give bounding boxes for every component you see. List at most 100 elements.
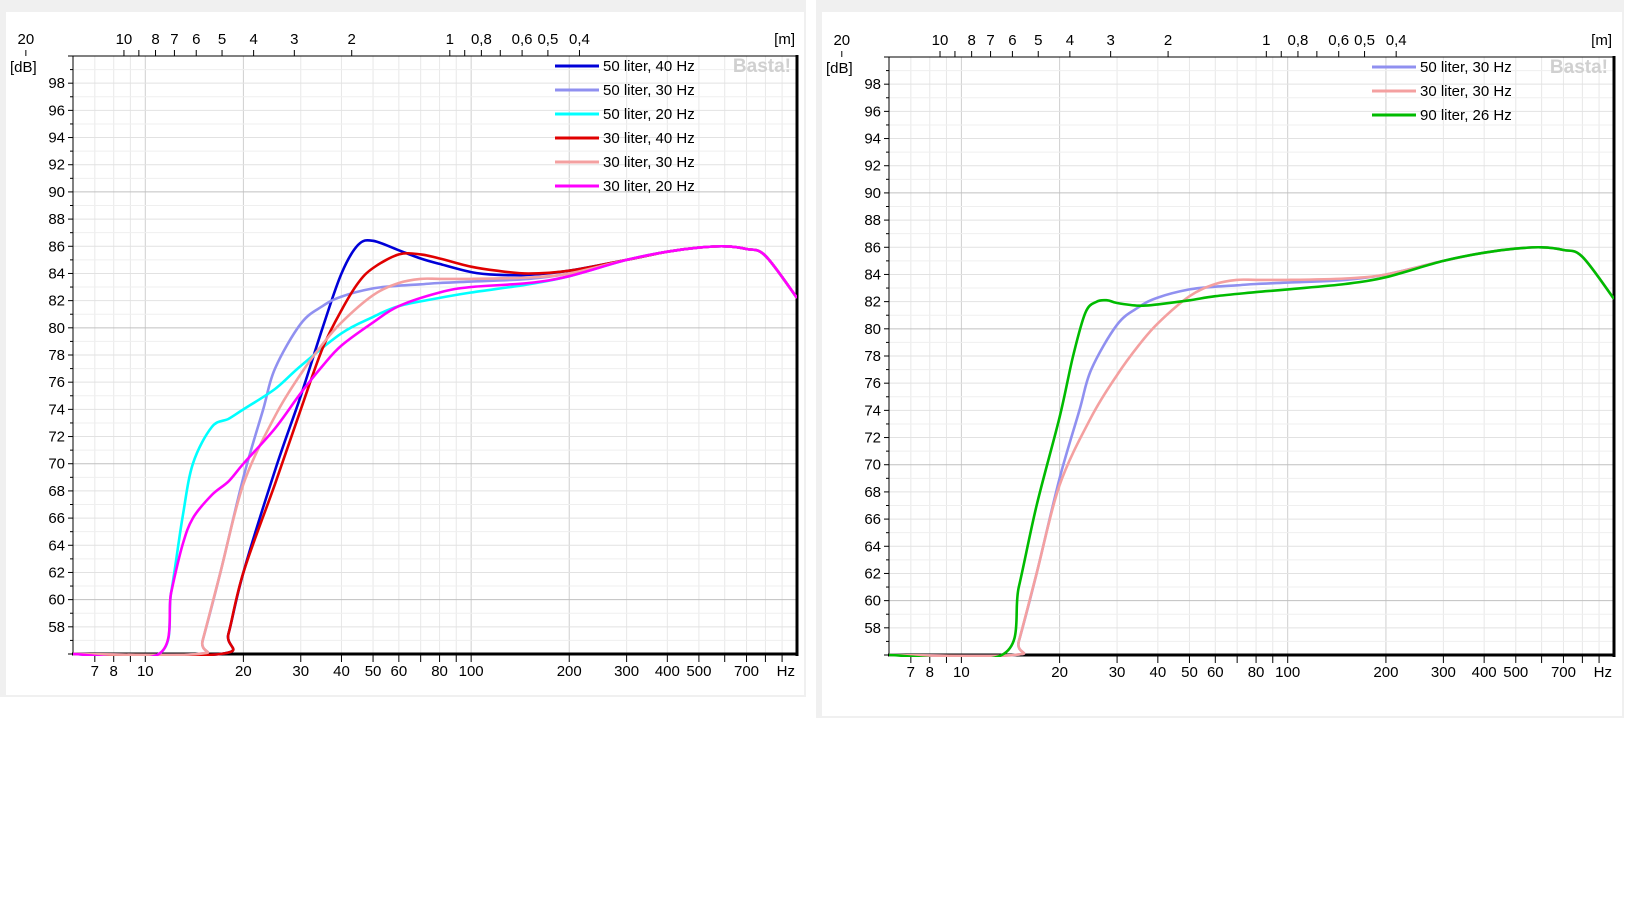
top-tick-label: 5 — [218, 31, 226, 48]
watermark: Basta! — [1550, 57, 1608, 78]
legend-label: 30 liter, 40 Hz — [603, 130, 695, 147]
legend-label: 50 liter, 40 Hz — [603, 58, 695, 75]
top-tick-label: 20 — [18, 31, 35, 48]
x-tick-label: 300 — [614, 663, 639, 680]
x-tick-label: 100 — [1275, 664, 1300, 681]
y-tick-label: 96 — [864, 103, 881, 120]
x-tick-label: 80 — [1248, 664, 1265, 681]
top-axis-unit: [m] — [774, 31, 795, 48]
chart-panel-left: 98 96 94 92 90 88 86 84 82 80 78 76 74 72 70 68 66 64 62 60… — [0, 0, 806, 697]
top-tick-label: 0,8 — [471, 31, 492, 48]
series-line — [889, 245, 1614, 657]
x-tick-label: 7 — [907, 664, 915, 681]
x-tick-label: 700 — [734, 663, 759, 680]
y-tick-label: 96 — [48, 102, 65, 119]
x-tick-label: 40 — [1150, 664, 1167, 681]
x-tick-label: 50 — [365, 663, 382, 680]
x-tick-label: 60 — [1207, 664, 1224, 681]
y-tick-label: 74 — [48, 401, 65, 418]
y-tick-label: 88 — [48, 211, 65, 228]
x-tick-label: 20 — [235, 663, 252, 680]
legend-label: 30 liter, 20 Hz — [603, 178, 695, 195]
x-tick-label: 200 — [557, 663, 582, 680]
y-tick-label: 60 — [48, 592, 65, 609]
y-tick-label: 78 — [48, 347, 65, 364]
top-tick-label: 0,6 — [1328, 32, 1349, 49]
y-tick-label: 64 — [864, 538, 881, 555]
top-tick-label: 4 — [249, 31, 257, 48]
legend-label: 50 liter, 30 Hz — [1420, 59, 1512, 76]
x-tick-label: 700 — [1551, 664, 1576, 681]
y-tick-label: 68 — [864, 484, 881, 501]
chart-panel-right: 98 96 94 92 90 88 86 84 82 80 78 76 74 72 70 68 66 64 62 60… — [704, 0, 1624, 718]
x-tick-label: 10 — [137, 663, 154, 680]
x-tick-label: 40 — [333, 663, 350, 680]
x-tick-label: 400 — [655, 663, 680, 680]
y-tick-label: 92 — [48, 157, 65, 174]
y-tick-label: 66 — [864, 511, 881, 528]
top-tick-label: 7 — [170, 31, 178, 48]
y-tick-label: 80 — [48, 320, 65, 337]
top-tick-label: 3 — [1106, 32, 1114, 49]
x-tick-label: 500 — [1503, 664, 1528, 681]
y-tick-label: 66 — [48, 510, 65, 527]
top-tick-label: 10 — [116, 31, 133, 48]
chart-left: 9896949290888684828078767472706866646260… — [0, 0, 806, 697]
x-tick-label: 500 — [686, 663, 711, 680]
y-tick-label: 62 — [48, 564, 65, 581]
watermark: Basta! — [733, 56, 791, 77]
y-tick-label: 94 — [48, 130, 65, 147]
x-tick-label: 30 — [1109, 664, 1126, 681]
top-tick-label: 0,4 — [1386, 32, 1407, 49]
y-tick-label: 62 — [864, 565, 881, 582]
y-tick-label: 88 — [864, 212, 881, 229]
x-tick-label: 200 — [1373, 664, 1398, 681]
x-tick-label: 8 — [110, 663, 118, 680]
y-tick-label: 92 — [864, 158, 881, 175]
y-tick-label: 64 — [48, 537, 65, 554]
top-tick-label: 10 — [932, 32, 949, 49]
top-tick-label: 0,4 — [569, 31, 590, 48]
y-tick-label: 90 — [864, 185, 881, 202]
y-tick-label: 98 — [48, 75, 65, 92]
top-tick-label: 0,6 — [512, 31, 533, 48]
top-tick-label: 4 — [1066, 32, 1074, 49]
y-tick-label: 94 — [864, 131, 881, 148]
y-tick-label: 82 — [864, 294, 881, 311]
y-tick-label: 98 — [864, 76, 881, 93]
y-tick-label: 60 — [864, 593, 881, 610]
legend-label: 90 liter, 26 Hz — [1420, 107, 1512, 124]
x-tick-label: 80 — [431, 663, 448, 680]
legend-label: 30 liter, 30 Hz — [1420, 83, 1512, 100]
y-tick-label: 58 — [864, 620, 881, 637]
y-tick-label: 72 — [864, 430, 881, 447]
legend-label: 50 liter, 20 Hz — [603, 106, 695, 123]
top-tick-label: 0,5 — [537, 31, 558, 48]
y-tick-label: 86 — [48, 238, 65, 255]
y-tick-label: 72 — [48, 429, 65, 446]
top-tick-label: 1 — [446, 31, 454, 48]
y-tick-label: 90 — [48, 184, 65, 201]
x-tick-label: 7 — [91, 663, 99, 680]
y-axis-unit: [dB] — [10, 59, 37, 76]
top-tick-label: 7 — [986, 32, 994, 49]
y-tick-label: 74 — [864, 402, 881, 419]
y-tick-label: 70 — [864, 457, 881, 474]
y-axis-unit: [dB] — [826, 60, 853, 77]
x-axis-unit: Hz — [777, 663, 795, 680]
y-tick-label: 80 — [864, 321, 881, 338]
y-tick-label: 76 — [864, 375, 881, 392]
top-tick-label: 0,8 — [1288, 32, 1309, 49]
x-tick-label: 60 — [391, 663, 408, 680]
y-tick-label: 70 — [48, 456, 65, 473]
top-tick-label: 8 — [151, 31, 159, 48]
y-tick-label: 76 — [48, 374, 65, 391]
y-tick-label: 84 — [48, 265, 65, 282]
top-tick-label: 5 — [1034, 32, 1042, 49]
x-axis-unit: Hz — [1594, 664, 1612, 681]
x-tick-label: 100 — [459, 663, 484, 680]
top-tick-label: 6 — [192, 31, 200, 48]
y-tick-label: 68 — [48, 483, 65, 500]
x-tick-label: 30 — [292, 663, 309, 680]
top-tick-label: 2 — [348, 31, 356, 48]
